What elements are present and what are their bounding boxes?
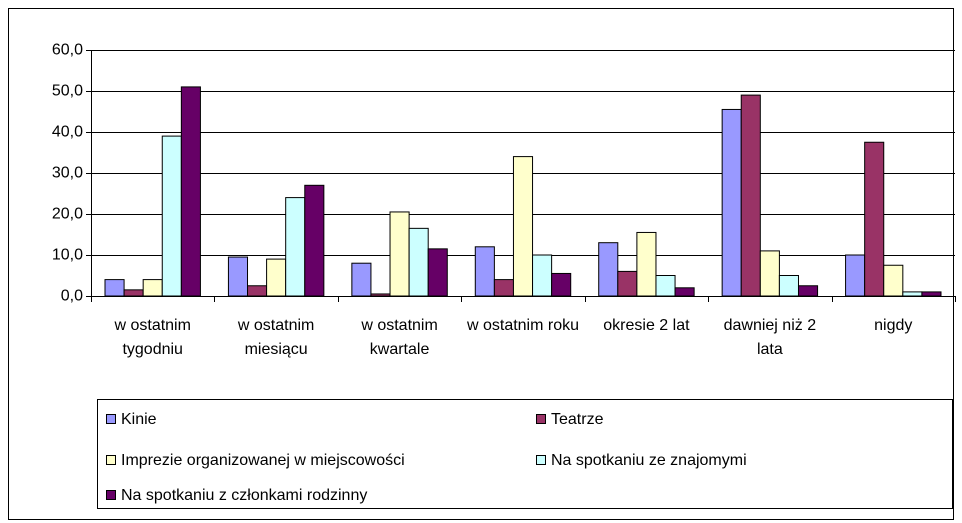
bar — [474, 246, 495, 297]
legend-swatch — [106, 455, 116, 465]
bar — [902, 291, 923, 297]
x-tick-label: okresie 2 lat — [603, 317, 690, 334]
x-tick-label: dawniej niż 2 lata — [723, 317, 817, 358]
bar — [247, 285, 268, 297]
bar — [674, 287, 695, 297]
legend-label: Imprezie organizowanej w miejscowości — [121, 452, 405, 469]
legend-box — [97, 399, 953, 509]
x-tick-label: w ostatnim tygodniu — [114, 317, 191, 358]
x-tick-label: w ostatnim miesiącu — [237, 317, 315, 358]
bar — [797, 285, 819, 297]
bar — [142, 279, 163, 297]
bar — [532, 254, 553, 297]
bar — [408, 227, 429, 297]
x-tick-label: nigdy — [874, 317, 913, 334]
bar — [636, 231, 657, 297]
bar — [104, 279, 125, 297]
bar — [740, 94, 761, 297]
bar — [759, 250, 780, 297]
bar — [161, 135, 182, 297]
legend-label: Na spotkaniu z członkami rodzinny — [121, 487, 367, 504]
bar — [370, 293, 391, 297]
bar — [427, 248, 448, 297]
y-tick-label: 60,0 — [52, 42, 83, 59]
bar — [227, 256, 249, 297]
bar — [389, 211, 410, 297]
bar — [845, 254, 866, 297]
legend-label: Teatrze — [551, 411, 604, 428]
y-tick-label: 0,0 — [61, 288, 83, 305]
y-tick-label: 50,0 — [52, 83, 83, 100]
bar — [721, 108, 742, 297]
bar — [598, 242, 619, 297]
bar — [351, 262, 372, 297]
legend-swatch — [536, 414, 546, 424]
bar — [617, 270, 638, 297]
bar — [123, 289, 144, 297]
bar — [551, 272, 572, 297]
y-tick-label: 10,0 — [52, 247, 83, 264]
bar — [883, 264, 904, 297]
bar — [304, 184, 325, 297]
bar — [864, 141, 885, 297]
bar — [266, 258, 287, 297]
x-tick-label: w ostatnim kwartale — [361, 317, 438, 358]
legend-swatch — [536, 455, 546, 465]
bar — [493, 279, 514, 297]
bar — [921, 291, 942, 297]
legend-label: Na spotkaniu ze znajomymi — [551, 452, 747, 469]
bar — [778, 275, 799, 297]
bar — [655, 275, 676, 297]
x-tick-label: w ostatnim roku — [466, 317, 580, 334]
bar — [180, 86, 201, 297]
legend-label: Kinie — [121, 411, 157, 428]
bar — [512, 156, 534, 297]
y-tick-label: 30,0 — [52, 165, 83, 182]
legend-swatch — [106, 490, 116, 500]
bar — [285, 197, 306, 297]
y-tick-label: 40,0 — [52, 124, 83, 141]
y-tick-label: 20,0 — [52, 206, 83, 223]
legend-swatch — [106, 414, 116, 424]
